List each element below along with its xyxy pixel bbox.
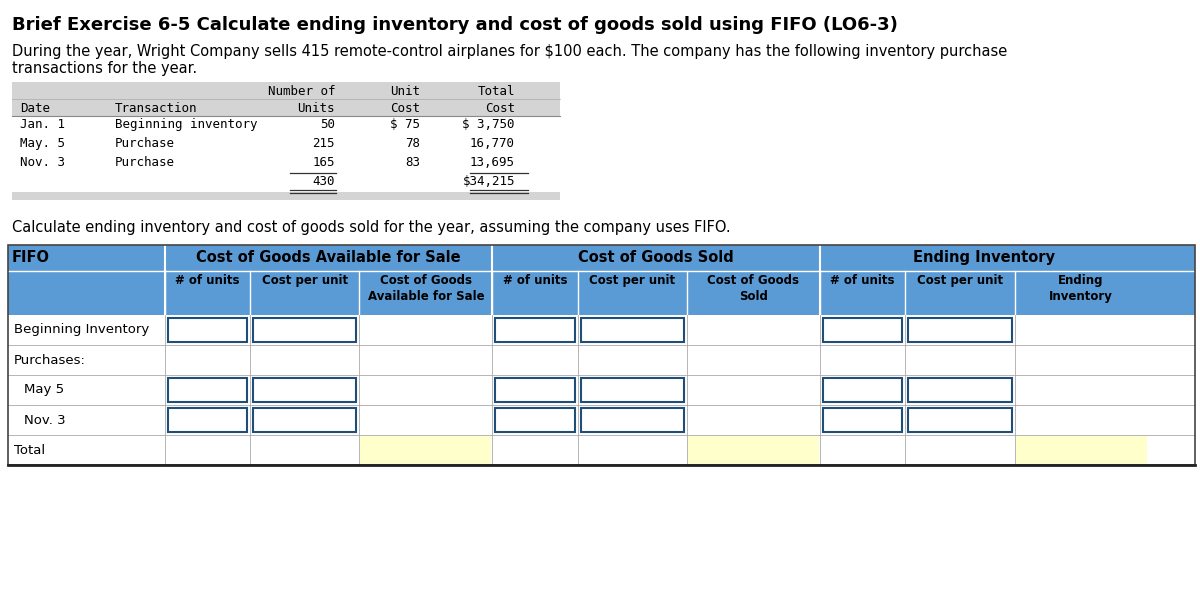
Text: 50: 50 (320, 118, 335, 131)
Text: Transaction: Transaction (115, 102, 198, 115)
Bar (823, 318, 902, 342)
Bar (253, 318, 356, 342)
Text: Total: Total (14, 443, 46, 456)
Bar (12, 116, 560, 192)
Bar (8, 375, 1195, 405)
Bar (168, 408, 247, 432)
Text: Cost per unit: Cost per unit (262, 274, 348, 287)
Bar (908, 408, 1012, 432)
Text: Cost of Goods
Available for Sale: Cost of Goods Available for Sale (367, 274, 484, 303)
Text: Ending Inventory: Ending Inventory (913, 250, 1055, 265)
Bar (908, 318, 1012, 342)
Bar (496, 318, 575, 342)
Bar (581, 408, 684, 432)
Text: $34,215: $34,215 (462, 175, 515, 188)
Bar (8, 315, 1195, 345)
Text: Purchases:: Purchases: (14, 354, 86, 367)
Bar (168, 378, 247, 402)
Text: 165: 165 (312, 156, 335, 169)
Text: Cost: Cost (390, 102, 420, 115)
Text: Ending
Inventory: Ending Inventory (1049, 274, 1112, 303)
Bar (1015, 436, 1146, 464)
Text: Brief Exercise 6-5 Calculate ending inventory and cost of goods sold using FIFO : Brief Exercise 6-5 Calculate ending inve… (12, 16, 898, 34)
Bar (496, 378, 575, 402)
Bar (8, 245, 1195, 465)
Bar (688, 436, 818, 464)
Text: Total: Total (478, 85, 515, 98)
Text: transactions for the year.: transactions for the year. (12, 61, 197, 76)
Bar (8, 245, 1195, 315)
Text: 13,695: 13,695 (470, 156, 515, 169)
Bar (8, 435, 1195, 465)
Bar (168, 318, 247, 342)
Bar (360, 436, 491, 464)
Text: May 5: May 5 (24, 384, 64, 397)
Text: $ 3,750: $ 3,750 (462, 118, 515, 131)
Text: Cost per unit: Cost per unit (589, 274, 676, 287)
Bar (12, 82, 560, 200)
Text: 83: 83 (406, 156, 420, 169)
Text: Date: Date (20, 102, 50, 115)
Text: Nov. 3: Nov. 3 (24, 413, 66, 427)
Bar (253, 408, 356, 432)
Bar (12, 192, 560, 200)
Text: Cost per unit: Cost per unit (917, 274, 1003, 287)
Bar (823, 378, 902, 402)
Bar (8, 405, 1195, 435)
Text: Purchase: Purchase (115, 156, 175, 169)
Text: # of units: # of units (503, 274, 568, 287)
Text: Nov. 3: Nov. 3 (20, 156, 65, 169)
Text: Unit: Unit (390, 85, 420, 98)
Text: Calculate ending inventory and cost of goods sold for the year, assuming the com: Calculate ending inventory and cost of g… (12, 220, 731, 235)
Bar (253, 378, 356, 402)
Text: 215: 215 (312, 137, 335, 150)
Text: Number of: Number of (268, 85, 335, 98)
Text: Cost: Cost (485, 102, 515, 115)
Text: # of units: # of units (175, 274, 240, 287)
Text: Beginning inventory: Beginning inventory (115, 118, 258, 131)
Text: Cost of Goods Sold: Cost of Goods Sold (578, 250, 734, 265)
Text: 430: 430 (312, 175, 335, 188)
Bar (496, 408, 575, 432)
Text: Cost of Goods Available for Sale: Cost of Goods Available for Sale (196, 250, 461, 265)
Bar (823, 408, 902, 432)
Text: During the year, Wright Company sells 415 remote-control airplanes for $100 each: During the year, Wright Company sells 41… (12, 44, 1007, 59)
Bar (581, 378, 684, 402)
Text: 16,770: 16,770 (470, 137, 515, 150)
Text: Units: Units (298, 102, 335, 115)
Text: Cost of Goods
Sold: Cost of Goods Sold (708, 274, 799, 303)
Bar (908, 378, 1012, 402)
Text: $ 75: $ 75 (390, 118, 420, 131)
Text: Jan. 1: Jan. 1 (20, 118, 65, 131)
Text: # of units: # of units (830, 274, 895, 287)
Text: FIFO: FIFO (12, 250, 50, 265)
Bar (8, 345, 1195, 375)
Bar (581, 318, 684, 342)
Text: Purchase: Purchase (115, 137, 175, 150)
Text: May. 5: May. 5 (20, 137, 65, 150)
Text: 78: 78 (406, 137, 420, 150)
Text: Beginning Inventory: Beginning Inventory (14, 324, 149, 336)
